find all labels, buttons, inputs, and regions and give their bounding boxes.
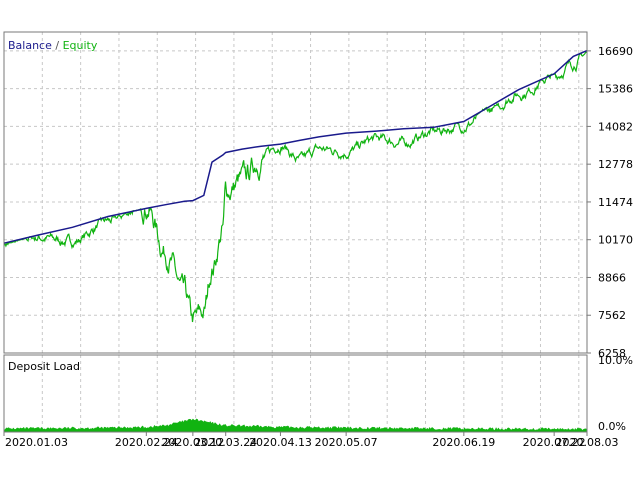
balance-point: [36, 235, 38, 237]
equity-point: [146, 203, 148, 205]
balance-point: [146, 208, 148, 210]
balance-point: [192, 200, 194, 202]
main-plot-frame: [3, 31, 588, 354]
load-y-tick-labels: 10.0% 0.0%: [598, 354, 633, 433]
balance-point: [225, 152, 227, 154]
equity-point: [260, 157, 262, 159]
equity-point: [222, 229, 224, 231]
load-series-layer: [3, 418, 588, 433]
x-tick-label: 2020.02.24: [115, 436, 178, 449]
balance-point: [241, 148, 243, 150]
load-plot-frame: [3, 354, 588, 433]
main-y-tick-label: 15386: [598, 83, 633, 96]
main-y-tick-label: 16690: [598, 45, 633, 58]
main-y-tick-label: 14082: [598, 120, 633, 133]
balance-point: [553, 73, 555, 75]
deposit-load-area: [3, 418, 588, 433]
equity-point: [211, 267, 213, 269]
title-separator: /: [52, 39, 63, 52]
x-tick-label: 2020.08.03: [556, 436, 619, 449]
x-tick-label: 2020.05.07: [315, 436, 378, 449]
balance-point: [260, 145, 262, 147]
equity-point: [192, 322, 194, 324]
x-tick-label: 2020.04.13: [249, 436, 312, 449]
balance-point: [403, 128, 405, 130]
equity-point: [225, 192, 227, 194]
equity-line: [3, 50, 588, 323]
equity-point: [490, 109, 492, 111]
equity-point: [375, 138, 377, 140]
equity-point: [463, 125, 465, 127]
balance-point: [518, 89, 520, 91]
x-tick-label: 2020.03.24: [194, 436, 257, 449]
main-y-tick-label: 11474: [598, 196, 633, 209]
balance-point: [573, 56, 575, 58]
x-tick-label: 2020.06.19: [432, 436, 495, 449]
balance-point: [211, 161, 213, 163]
main-y-tick-label: 7562: [598, 309, 626, 322]
title-balance: Balance: [8, 39, 52, 52]
equity-point: [573, 63, 575, 65]
balance-point: [490, 105, 492, 107]
equity-point: [518, 93, 520, 95]
main-y-tick-label: 12778: [598, 158, 633, 171]
chart-title: Balance / Equity: [8, 39, 98, 52]
equity-point: [299, 160, 301, 162]
equity-point: [165, 250, 167, 252]
balance-point: [203, 195, 205, 197]
balance-point: [299, 140, 301, 142]
equity-point: [72, 241, 74, 243]
equity-point: [403, 142, 405, 144]
load-y-tick-label: 0.0%: [598, 420, 626, 433]
equity-point: [553, 76, 555, 78]
equity-point: [345, 151, 347, 153]
equity-point: [36, 237, 38, 239]
equity-point: [318, 148, 320, 150]
main-y-tick-label: 10170: [598, 234, 633, 247]
balance-point: [72, 226, 74, 228]
x-tick-label: 2020.07.22: [523, 436, 586, 449]
equity-point: [203, 313, 205, 315]
title-equity: Equity: [63, 39, 98, 52]
equity-point: [184, 296, 186, 298]
main-series-layer: [3, 49, 588, 324]
balance-point: [318, 136, 320, 138]
balance-point: [165, 204, 167, 206]
balance-point: [433, 127, 435, 129]
main-y-tick-label: 8866: [598, 271, 626, 284]
main-plot-panel: 16690 15386 14082 12778 11474 10170 8866 7562 62…: [3, 31, 633, 360]
balance-point: [463, 121, 465, 123]
balance-point: [107, 216, 109, 218]
load-gridlines: [3, 355, 580, 432]
balance-point: [184, 200, 186, 202]
equity-point: [107, 221, 109, 223]
balance-point: [222, 154, 224, 156]
x-tick-label: 2020.01.03: [5, 436, 68, 449]
x-tick-label: 2020.03.12: [161, 436, 224, 449]
main-y-tick-labels: 16690 15386 14082 12778 11474 10170 8866 7562 62…: [587, 45, 633, 360]
equity-point: [280, 144, 282, 146]
deposit-load-title: Deposit Load: [8, 360, 80, 373]
balance-point: [375, 130, 377, 132]
equity-point: [241, 180, 243, 182]
balance-line: [3, 49, 588, 244]
x-tick-labels: 2020.01.03 2020.02.242020.03.122020.03.24…: [3, 432, 619, 449]
load-y-tick-label: 10.0%: [598, 354, 633, 367]
balance-point: [345, 132, 347, 134]
equity-point: [433, 131, 435, 133]
main-y-tick-label: 6258: [598, 347, 626, 360]
deposit-load-panel: 10.0% 0.0% Deposit Load: [3, 354, 633, 433]
